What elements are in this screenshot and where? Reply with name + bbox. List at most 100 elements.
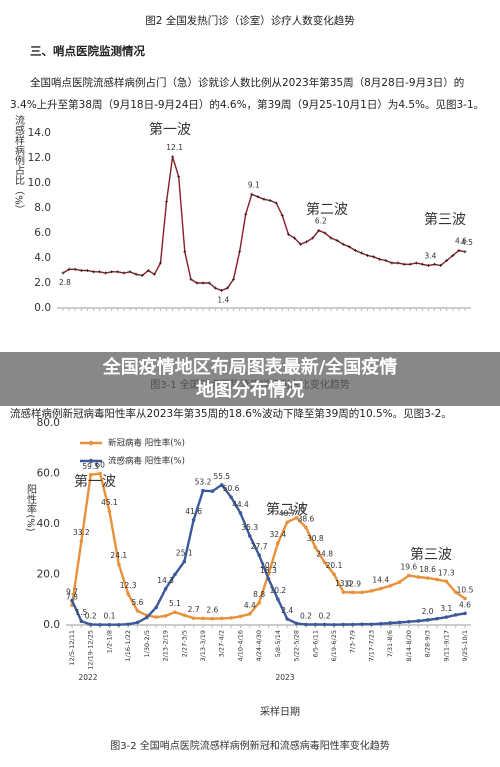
data-label: 42.5 — [288, 505, 305, 514]
y-tick-label: 0.0 — [34, 302, 51, 314]
point — [369, 622, 374, 627]
data-label: 1.5 — [75, 608, 87, 617]
point — [444, 579, 449, 584]
data-label: 18.6 — [419, 565, 436, 574]
point — [225, 286, 229, 290]
point — [407, 619, 411, 624]
point — [311, 236, 315, 240]
legend-label: 流感病毒 阳性率(%) — [108, 456, 185, 467]
point — [250, 192, 254, 196]
point — [397, 620, 402, 625]
point — [189, 277, 193, 281]
data-label: 20.1 — [326, 561, 343, 570]
chart-caption: 图3-2 全国哨点医院流感样病例新冠和流感病毒阳性率变化趋势 — [110, 739, 390, 752]
point — [378, 586, 383, 591]
data-label: 3.1 — [440, 604, 452, 613]
point — [384, 259, 388, 262]
point — [305, 240, 309, 244]
x-tick-label: 2/13-2/19 — [162, 630, 170, 662]
data-label: 3.4 — [424, 252, 436, 261]
data-label: 14.4 — [372, 576, 389, 585]
x-tick-label: 1/30-2/5 — [143, 630, 151, 657]
point — [453, 590, 458, 594]
point — [67, 267, 71, 271]
data-label: 35.3 — [241, 523, 258, 532]
y-tick-label: 2.0 — [34, 277, 51, 289]
data-label: 4.6 — [455, 237, 467, 246]
data-label: 60 — [95, 461, 105, 470]
point — [79, 619, 84, 624]
point — [341, 242, 345, 246]
data-label: 0.1 — [103, 612, 115, 621]
point — [135, 620, 140, 625]
point — [191, 616, 196, 620]
y-tick-label: 4.0 — [34, 252, 51, 264]
point — [433, 262, 437, 266]
point — [257, 600, 261, 605]
point — [173, 572, 177, 577]
point — [238, 511, 243, 515]
x-tick-label: 9/25-10/1 — [461, 630, 469, 662]
point — [182, 559, 187, 564]
point — [183, 250, 187, 254]
point — [266, 576, 271, 581]
point — [126, 592, 130, 596]
data-label: 7.8 — [66, 592, 78, 601]
annotation: 第二波 — [306, 201, 348, 218]
point — [201, 281, 205, 285]
data-label: 12.9 — [344, 579, 361, 588]
point — [416, 575, 421, 579]
point — [262, 197, 266, 201]
point — [88, 472, 93, 477]
point — [210, 489, 215, 493]
point — [247, 612, 252, 616]
data-label: 24.8 — [316, 549, 333, 558]
y-tick-label: 80.0 — [37, 417, 60, 429]
point — [128, 270, 132, 274]
series-line — [62, 156, 466, 292]
legend-label: 新冠病毒 阳性率(%) — [108, 438, 185, 449]
point — [73, 267, 77, 271]
y-tick-label: 10.0 — [28, 177, 51, 189]
point — [219, 289, 223, 292]
x-tick-label: 8/14-8/20 — [405, 630, 413, 662]
point — [276, 597, 280, 602]
data-label: 4.6 — [459, 600, 471, 609]
point — [126, 622, 130, 627]
x-tick-label: 6/5-6/11 — [311, 630, 319, 657]
point — [332, 572, 336, 577]
point — [116, 270, 120, 274]
point — [122, 271, 126, 275]
legend-marker — [88, 458, 94, 464]
point — [98, 270, 102, 274]
point — [426, 264, 430, 267]
point — [163, 614, 168, 618]
y-tick-label: 20.0 — [37, 569, 60, 581]
point — [182, 613, 187, 617]
y-tick-label: 60.0 — [37, 468, 60, 480]
point — [408, 262, 412, 266]
point — [232, 277, 236, 281]
point — [213, 286, 217, 290]
x-group-label: 2022 — [78, 673, 97, 682]
point — [294, 515, 299, 520]
point — [463, 611, 467, 616]
data-label: 19.6 — [401, 563, 418, 572]
point — [323, 231, 327, 235]
section-title: 三、哨点医院监测情况 — [30, 44, 145, 58]
data-label: 0.2 — [85, 611, 97, 620]
point — [61, 271, 65, 275]
annotation: 第一波 — [74, 473, 116, 490]
x-tick-label: 7/31-8/6 — [386, 630, 394, 657]
point — [350, 622, 355, 627]
data-label: 50.6 — [223, 484, 240, 493]
data-label: 5.6 — [132, 598, 144, 607]
data-label: 25.1 — [176, 549, 193, 558]
point — [453, 613, 458, 617]
point — [191, 518, 196, 522]
point — [313, 622, 318, 627]
data-label: 5.1 — [169, 599, 181, 608]
annotation: 第三波 — [410, 546, 452, 563]
point — [116, 562, 121, 566]
point — [402, 262, 406, 266]
